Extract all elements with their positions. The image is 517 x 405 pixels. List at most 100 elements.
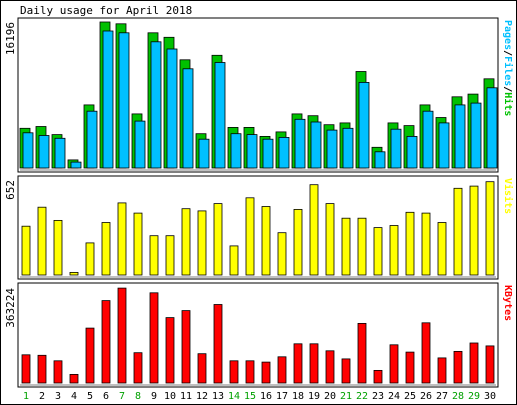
day-label-5: 5 [87, 391, 93, 402]
bar-kbytes-day-13 [213, 304, 223, 384]
bar-kbytes-day-5 [85, 327, 95, 384]
bar-files-day-27 [438, 122, 450, 169]
bar-files-day-28 [454, 104, 466, 169]
day-label-11: 11 [180, 391, 192, 402]
bar-visits-day-25 [405, 211, 415, 276]
bar-files-day-18 [294, 118, 306, 169]
bar-kbytes-day-11 [181, 310, 191, 384]
bar-files-day-12 [198, 138, 210, 169]
bar-kbytes-day-15 [245, 360, 255, 384]
day-label-10: 10 [164, 391, 176, 402]
bar-visits-day-15 [245, 197, 255, 276]
bar-files-day-16 [262, 138, 274, 169]
bar-kbytes-day-6 [101, 300, 111, 384]
bar-visits-day-19 [309, 184, 319, 276]
bar-kbytes-day-21 [341, 358, 351, 384]
day-label-9: 9 [151, 391, 157, 402]
bar-files-day-23 [374, 151, 386, 169]
bar-kbytes-day-30 [485, 345, 495, 384]
bar-kbytes-day-12 [197, 353, 207, 384]
day-label-21: 21 [340, 391, 352, 402]
legend-files: Files [502, 56, 514, 86]
bar-files-day-13 [214, 62, 226, 169]
day-label-7: 7 [119, 391, 125, 402]
panel-legend-kbytes: KBytes [502, 285, 513, 321]
bar-visits-day-17 [277, 232, 287, 276]
bar-visits-day-7 [117, 202, 127, 276]
bar-files-day-30 [486, 87, 498, 169]
bar-kbytes-day-3 [53, 360, 63, 384]
day-label-12: 12 [196, 391, 208, 402]
day-label-2: 2 [39, 391, 45, 402]
bar-kbytes-day-22 [357, 322, 367, 384]
bar-visits-day-3 [53, 219, 63, 276]
chart-title: Daily usage for April 2018 [20, 4, 192, 17]
panel-legend-visits: Visits [502, 178, 514, 214]
bar-files-day-24 [390, 128, 402, 169]
day-label-3: 3 [55, 391, 61, 402]
bar-kbytes-day-28 [453, 350, 463, 384]
bar-files-day-9 [150, 41, 162, 169]
bar-visits-day-29 [469, 185, 479, 276]
day-label-15: 15 [244, 391, 256, 402]
day-label-29: 29 [468, 391, 480, 402]
bar-visits-day-10 [165, 235, 175, 276]
panel-frame-hits [17, 17, 499, 173]
bar-visits-day-8 [133, 212, 143, 276]
bar-visits-day-27 [437, 222, 447, 276]
day-label-25: 25 [404, 391, 416, 402]
bar-visits-day-22 [357, 217, 367, 276]
bar-files-day-26 [422, 110, 434, 169]
bar-files-day-11 [182, 68, 194, 169]
day-label-18: 18 [292, 391, 304, 402]
legend-hits: Hits [502, 92, 514, 116]
legend-kbytes: KBytes [502, 285, 513, 321]
bar-files-day-4 [70, 161, 82, 169]
panel-legend-hits: Pages/Files/Hits [502, 20, 514, 116]
bar-files-day-15 [246, 134, 258, 169]
bar-visits-day-24 [389, 225, 399, 276]
bar-kbytes-day-20 [325, 350, 335, 384]
bar-files-day-1 [22, 132, 34, 169]
bar-visits-day-9 [149, 235, 159, 276]
bar-kbytes-day-1 [21, 354, 31, 384]
bar-visits-day-18 [293, 208, 303, 276]
day-label-13: 13 [212, 391, 224, 402]
day-labels: 1 2 3 4 5 6 7 8 9 10 11 12 13 14 15 16 17 18 19 20 21 22 23 24 2… [23, 391, 496, 402]
bar-kbytes-day-16 [261, 361, 271, 384]
bar-visits-day-28 [453, 187, 463, 276]
bar-files-day-6 [102, 30, 114, 169]
bar-visits-day-4 [69, 271, 79, 276]
bar-kbytes-day-19 [309, 343, 319, 384]
bar-kbytes-day-29 [469, 342, 479, 384]
bar-kbytes-day-26 [421, 322, 431, 384]
panel-ymax-label-kbytes: 363224 [4, 288, 17, 328]
bar-files-day-3 [54, 137, 66, 169]
day-label-1: 1 [23, 391, 29, 402]
bar-visits-day-1 [21, 225, 31, 276]
bar-kbytes-day-7 [117, 287, 127, 384]
day-label-8: 8 [135, 391, 141, 402]
bar-files-day-21 [342, 127, 354, 169]
bar-kbytes-day-2 [37, 354, 47, 384]
bar-visits-day-2 [37, 206, 47, 276]
legend-visits: Visits [502, 178, 514, 214]
legend-sep: / [502, 86, 513, 92]
bar-kbytes-day-24 [389, 344, 399, 384]
bar-visits-day-5 [85, 242, 95, 276]
day-label-30: 30 [484, 391, 496, 402]
bar-kbytes-day-17 [277, 356, 287, 384]
bar-files-day-2 [38, 135, 50, 169]
bar-visits-day-6 [101, 222, 111, 276]
bar-files-day-14 [230, 133, 242, 169]
day-label-23: 23 [372, 391, 384, 402]
bar-kbytes-day-10 [165, 317, 175, 384]
bar-files-day-20 [326, 129, 338, 169]
bar-visits-day-11 [181, 208, 191, 276]
bar-files-day-22 [358, 82, 370, 169]
bar-files-day-7 [118, 32, 130, 169]
panel-ymax-label-hits: 16196 [4, 22, 17, 55]
bar-visits-day-12 [197, 210, 207, 276]
